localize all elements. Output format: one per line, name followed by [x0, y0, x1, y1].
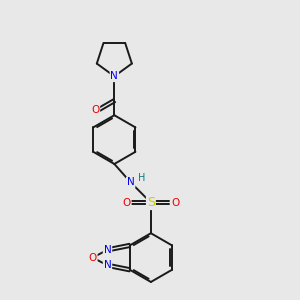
Text: H: H: [138, 173, 146, 183]
Text: S: S: [147, 196, 155, 209]
Text: N: N: [110, 71, 118, 81]
Text: O: O: [91, 105, 99, 115]
Text: N: N: [127, 177, 135, 188]
Text: N: N: [103, 245, 111, 255]
Text: O: O: [171, 198, 179, 208]
Text: O: O: [122, 198, 130, 208]
Text: N: N: [103, 260, 111, 270]
Text: O: O: [88, 253, 97, 262]
